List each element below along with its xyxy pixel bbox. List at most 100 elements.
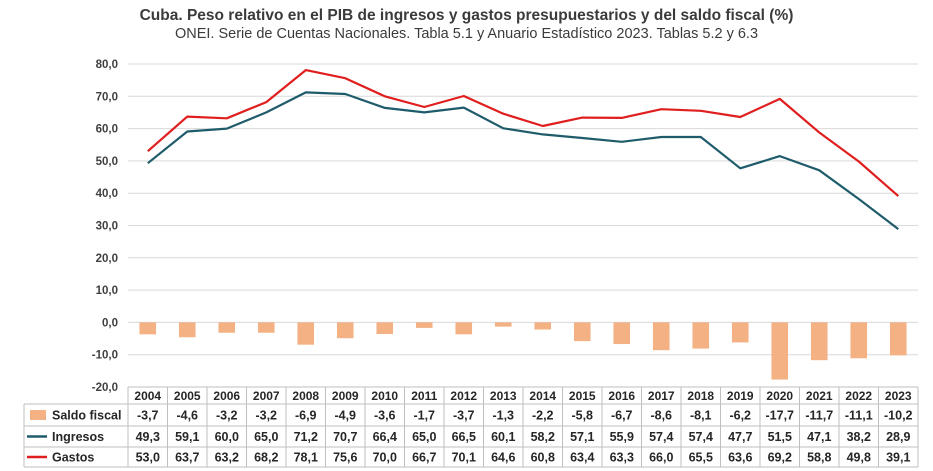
category-label: 2007	[253, 389, 280, 403]
y-tick-label: 10,0	[96, 285, 118, 297]
bar-saldo-fiscal	[178, 322, 196, 338]
category-label: 2014	[529, 389, 556, 403]
data-label: 65,5	[689, 451, 713, 465]
bar-saldo-fiscal	[850, 322, 868, 359]
bar-saldo-fiscal	[652, 322, 670, 351]
data-label: -6,2	[729, 409, 751, 423]
data-label: -3,2	[216, 409, 238, 423]
data-label: 63,6	[728, 451, 752, 465]
bar-saldo-fiscal	[494, 322, 512, 327]
data-label: 70,0	[373, 451, 397, 465]
data-label: 55,9	[610, 430, 634, 444]
y-tick-label: -20,0	[92, 382, 118, 394]
data-label: 75,6	[333, 451, 357, 465]
data-label: 66,0	[649, 451, 673, 465]
y-tick-label: 60,0	[96, 124, 118, 136]
data-label: 65,0	[412, 430, 436, 444]
bar-saldo-fiscal	[771, 322, 789, 380]
data-label: 78,1	[294, 451, 318, 465]
data-label: 59,1	[175, 430, 199, 444]
data-label: -3,7	[137, 409, 159, 423]
data-label: 58,8	[807, 451, 831, 465]
data-label: 39,1	[886, 451, 910, 465]
y-tick-label: 80,0	[96, 59, 118, 71]
legend-label-gastos: Gastos	[52, 451, 94, 465]
category-label: 2016	[608, 389, 635, 403]
line-gastos	[147, 68, 900, 197]
y-tick-label: 70,0	[96, 91, 118, 103]
line-ingresos	[147, 91, 899, 230]
data-label: -6,9	[295, 409, 317, 423]
bar-saldo-fiscal	[534, 322, 552, 330]
data-label: 70,7	[333, 430, 357, 444]
category-label: 2012	[450, 389, 477, 403]
data-label: 63,3	[610, 451, 634, 465]
data-label: 57,4	[689, 430, 713, 444]
y-tick-label: 40,0	[96, 188, 118, 200]
category-label: 2019	[727, 389, 754, 403]
y-tick-label: 20,0	[96, 253, 118, 265]
data-label: -5,8	[571, 409, 593, 423]
bar-saldo-fiscal	[613, 322, 631, 345]
data-label: 60,8	[531, 451, 555, 465]
legend-label-ingresos: Ingresos	[52, 430, 104, 444]
category-label: 2008	[292, 389, 319, 403]
category-label: 2004	[134, 389, 161, 403]
bar-saldo-fiscal	[297, 322, 315, 345]
bar-saldo-fiscal	[810, 322, 828, 361]
category-label: 2020	[766, 389, 793, 403]
bar-saldo-fiscal	[376, 322, 394, 335]
data-label: 47,1	[807, 430, 831, 444]
data-label: 63,7	[175, 451, 199, 465]
data-label: 58,2	[531, 430, 555, 444]
data-label: -8,1	[690, 409, 712, 423]
data-label: 49,3	[136, 430, 160, 444]
data-label: -4,9	[334, 409, 356, 423]
data-label: 66,4	[373, 430, 397, 444]
bar-saldo-fiscal	[218, 322, 236, 333]
y-tick-label: 50,0	[96, 156, 118, 168]
data-label: 51,5	[768, 430, 792, 444]
data-label: -2,2	[532, 409, 554, 423]
category-label: 2021	[806, 389, 833, 403]
legend-label-saldo-fiscal: Saldo fiscal	[52, 409, 121, 423]
data-label: 63,4	[570, 451, 594, 465]
bar-saldo-fiscal	[415, 322, 433, 328]
category-label: 2013	[490, 389, 517, 403]
data-label: -10,2	[884, 409, 913, 423]
category-label: 2022	[845, 389, 872, 403]
data-label: 60,0	[215, 430, 239, 444]
category-label: 2017	[648, 389, 675, 403]
y-tick-label: -10,0	[92, 350, 118, 362]
data-label: -1,3	[492, 409, 514, 423]
data-label: -11,7	[805, 409, 833, 423]
data-label: 47,7	[728, 430, 752, 444]
category-label: 2005	[174, 389, 201, 403]
bar-saldo-fiscal	[455, 322, 473, 335]
bar-saldo-fiscal	[336, 322, 354, 339]
category-label: 2023	[885, 389, 912, 403]
data-label: -4,6	[176, 409, 198, 423]
category-label: 2009	[332, 389, 359, 403]
data-label: 63,2	[215, 451, 239, 465]
y-tick-label: 0,0	[102, 317, 118, 329]
category-label: 2015	[569, 389, 596, 403]
data-label: 65,0	[254, 430, 278, 444]
data-label: -3,2	[255, 409, 277, 423]
data-label: 69,2	[768, 451, 792, 465]
data-label: 38,2	[847, 430, 871, 444]
data-label: 49,8	[847, 451, 871, 465]
data-label: -3,6	[374, 409, 396, 423]
category-label: 2010	[371, 389, 398, 403]
data-label: 28,9	[886, 430, 910, 444]
y-tick-label: 30,0	[96, 221, 118, 233]
category-label: 2006	[213, 389, 240, 403]
data-label: -3,7	[453, 409, 475, 423]
data-label: 68,2	[254, 451, 278, 465]
data-label: 57,4	[649, 430, 673, 444]
data-label: -11,1	[845, 409, 873, 423]
bar-saldo-fiscal	[257, 322, 275, 333]
bar-saldo-fiscal	[139, 322, 157, 335]
